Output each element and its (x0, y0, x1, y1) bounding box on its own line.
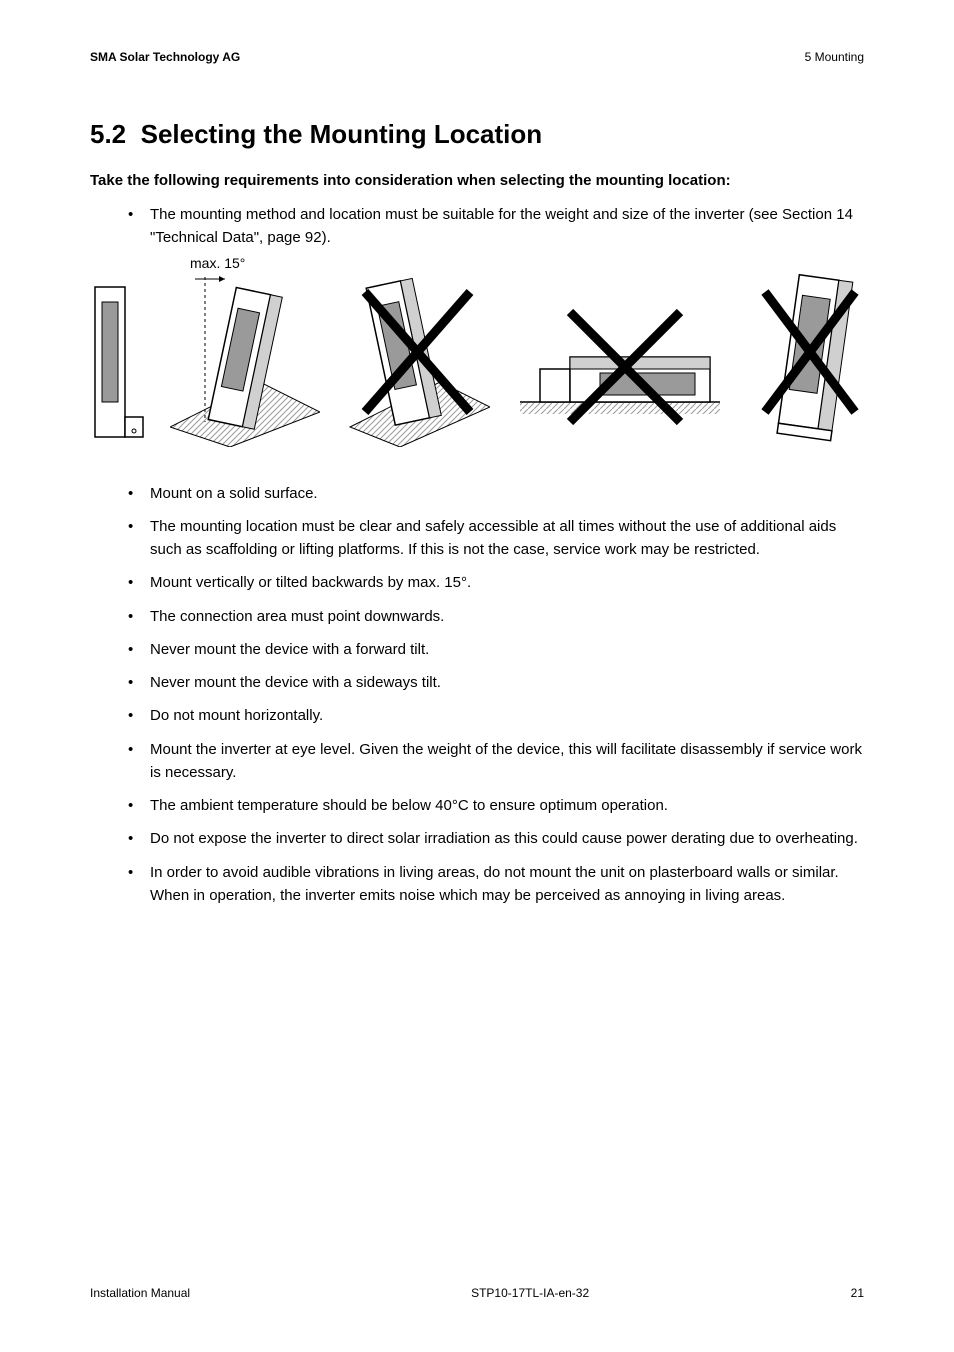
mounting-diagram-row: max. 15° (90, 262, 864, 452)
section-subheading: Take the following requirements into con… (90, 172, 864, 189)
diagram-vertical-ok (90, 277, 150, 452)
section-number: 5.2 (90, 119, 126, 149)
list-item: Do not mount horizontally. (128, 704, 864, 727)
header-right: 5 Mounting (805, 50, 864, 64)
list-item: In order to avoid audible vibrations in … (128, 861, 864, 908)
list-item: Never mount the device with a forward ti… (128, 638, 864, 661)
page-footer: Installation Manual STP10-17TL-IA-en-32 … (90, 1286, 864, 1300)
page-header: SMA Solar Technology AG 5 Mounting (90, 50, 864, 64)
angle-label: max. 15° (190, 255, 245, 271)
list-item: Mount vertically or tilted backwards by … (128, 571, 864, 594)
section-heading: 5.2 Selecting the Mounting Location (90, 119, 864, 150)
list-item: Do not expose the inverter to direct sol… (128, 827, 864, 850)
header-left: SMA Solar Technology AG (90, 50, 240, 64)
section-title-text: Selecting the Mounting Location (141, 119, 543, 149)
list-item: The ambient temperature should be below … (128, 794, 864, 817)
diagram-tilted-ok: max. 15° (170, 257, 320, 452)
bullet-list-main: Mount on a solid surface. The mounting l… (90, 482, 864, 908)
list-item: Mount the inverter at eye level. Given t… (128, 738, 864, 785)
list-item: Never mount the device with a sideways t… (128, 671, 864, 694)
diagram-forward-tilt-invalid (340, 257, 490, 452)
footer-center: STP10-17TL-IA-en-32 (471, 1286, 589, 1300)
bullet-list-top: The mounting method and location must be… (90, 203, 864, 250)
list-item: The mounting method and location must be… (128, 203, 864, 250)
diagram-sideways-invalid (750, 257, 870, 452)
list-item: The connection area must point downwards… (128, 605, 864, 628)
footer-left: Installation Manual (90, 1286, 190, 1300)
footer-page-number: 21 (851, 1286, 864, 1300)
diagram-horizontal-invalid (510, 277, 730, 452)
list-item: The mounting location must be clear and … (128, 515, 864, 562)
list-item: Mount on a solid surface. (128, 482, 864, 505)
